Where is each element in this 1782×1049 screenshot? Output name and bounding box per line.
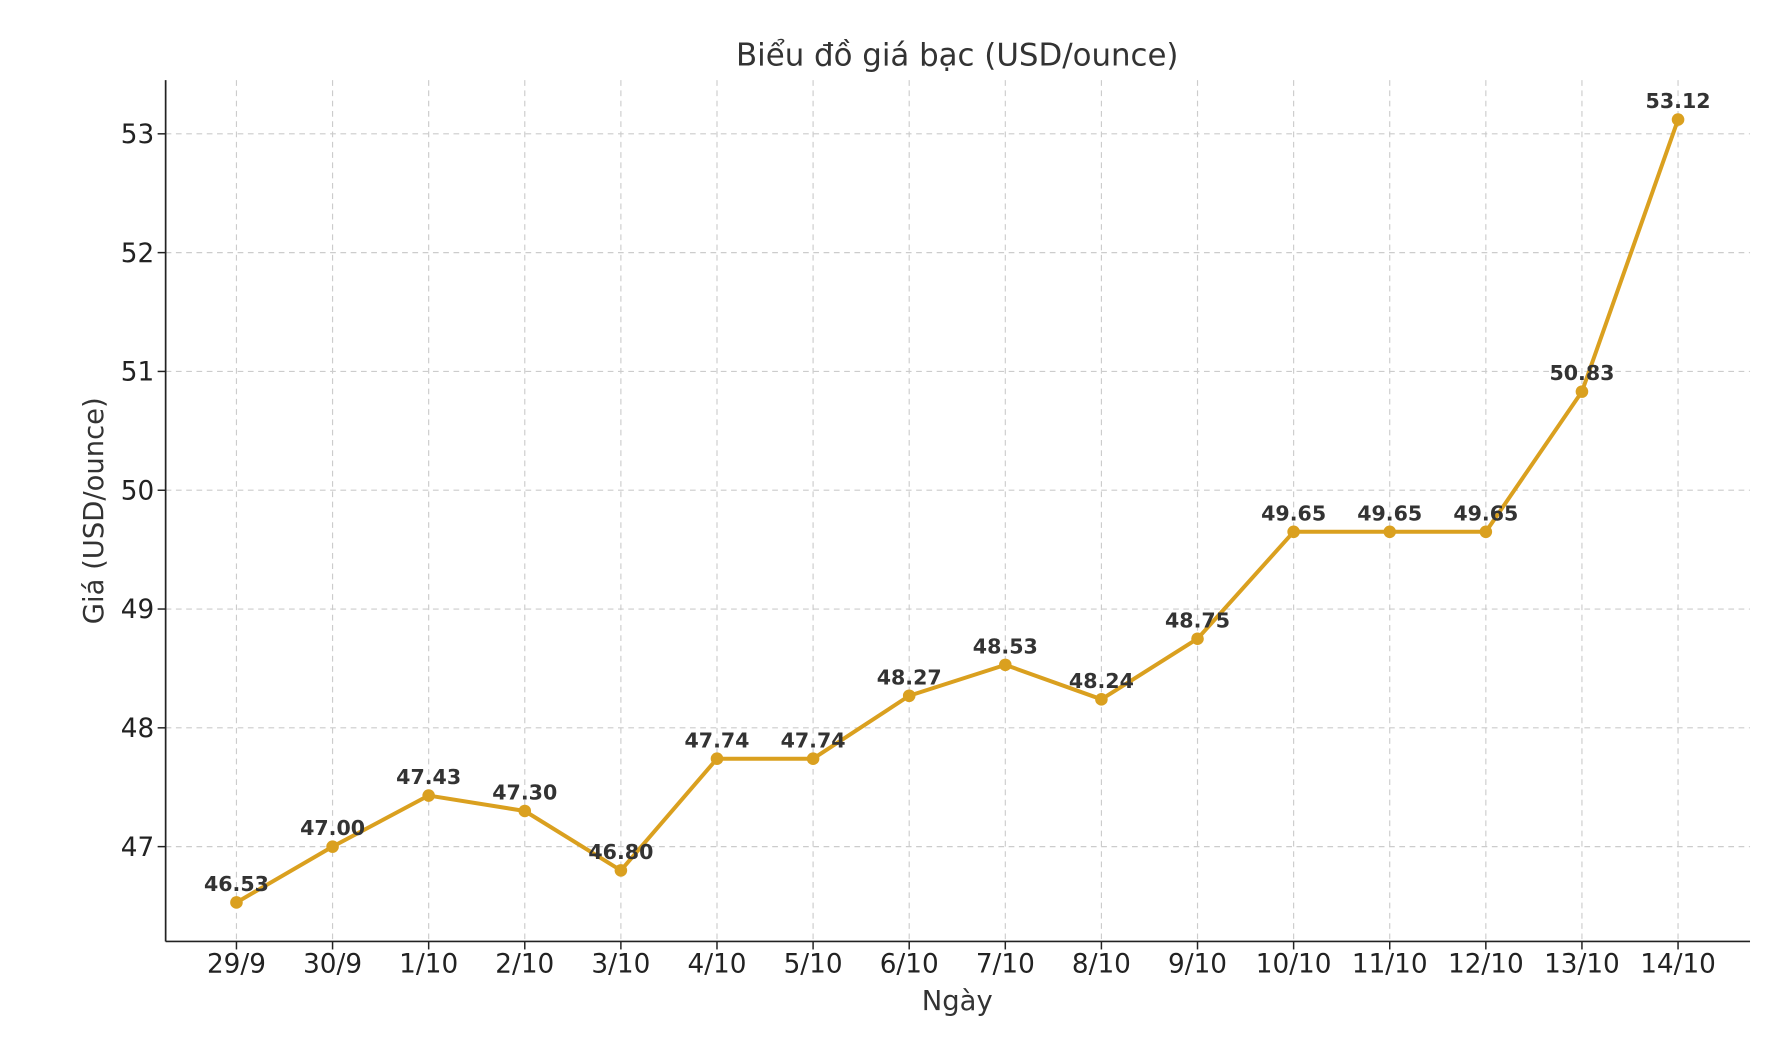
data-point — [902, 689, 916, 703]
x-tick-label: 3/10 — [591, 949, 650, 979]
price-line — [235, 118, 1680, 905]
x-tick-label: 6/10 — [880, 949, 939, 979]
data-label: 47.74 — [684, 728, 749, 752]
x-tick-label: 1/10 — [399, 949, 458, 979]
y-axis-label: Giá (USD/ounce) — [79, 397, 110, 624]
data-label: 49.65 — [1453, 501, 1518, 525]
data-point — [806, 752, 820, 766]
x-tick-label: 2/10 — [495, 949, 554, 979]
y-tick-label: 48 — [121, 714, 154, 744]
chart-title: Biểu đồ giá bạc (USD/ounce) — [736, 37, 1178, 73]
data-label: 48.75 — [1165, 608, 1230, 632]
data-point — [614, 864, 628, 877]
x-tick-label: 10/10 — [1256, 949, 1332, 979]
data-point — [1383, 525, 1397, 539]
data-point — [710, 752, 724, 766]
data-point — [1479, 525, 1493, 539]
data-point — [1191, 632, 1204, 646]
x-tick-label: 29/9 — [207, 949, 266, 979]
data-label: 49.65 — [1261, 501, 1326, 525]
data-label: 47.00 — [300, 816, 365, 840]
y-tick-label: 53 — [121, 120, 154, 150]
data-label: 47.43 — [396, 765, 461, 789]
data-label: 48.27 — [877, 665, 942, 689]
data-point — [1287, 525, 1300, 539]
data-label: 46.53 — [204, 872, 269, 896]
data-point — [1095, 693, 1108, 706]
data-point — [1671, 113, 1685, 126]
x-tick-label: 14/10 — [1640, 949, 1716, 979]
x-tick-label: 30/9 — [303, 949, 362, 979]
x-tick-label: 7/10 — [976, 949, 1035, 979]
data-label: 48.53 — [973, 634, 1038, 658]
data-point — [422, 789, 435, 802]
y-tick-label: 49 — [121, 595, 154, 625]
x-tick-label: 13/10 — [1544, 949, 1620, 979]
x-tick-label: 5/10 — [784, 949, 843, 979]
x-tick-label: 12/10 — [1448, 949, 1524, 979]
data-point — [326, 840, 339, 853]
x-tick-label: 9/10 — [1168, 949, 1227, 979]
x-tick-label: 4/10 — [687, 949, 746, 979]
data-label: 53.12 — [1646, 89, 1711, 113]
data-point — [1575, 385, 1589, 398]
data-label: 47.30 — [492, 781, 557, 805]
x-axis-label: Ngày — [922, 986, 993, 1017]
data-point — [999, 658, 1012, 672]
data-point — [518, 804, 532, 818]
data-label: 50.83 — [1549, 361, 1614, 385]
y-tick-label: 50 — [121, 476, 154, 506]
y-tick-label: 52 — [121, 239, 154, 269]
data-label: 49.65 — [1357, 501, 1422, 525]
data-point — [230, 896, 243, 909]
data-label: 46.80 — [588, 840, 653, 864]
y-tick-label: 47 — [121, 833, 154, 863]
x-tick-label: 11/10 — [1352, 949, 1428, 979]
data-label: 47.74 — [781, 728, 846, 752]
data-label: 48.24 — [1069, 669, 1134, 693]
y-tick-label: 51 — [121, 358, 154, 388]
x-tick-label: 8/10 — [1072, 949, 1131, 979]
